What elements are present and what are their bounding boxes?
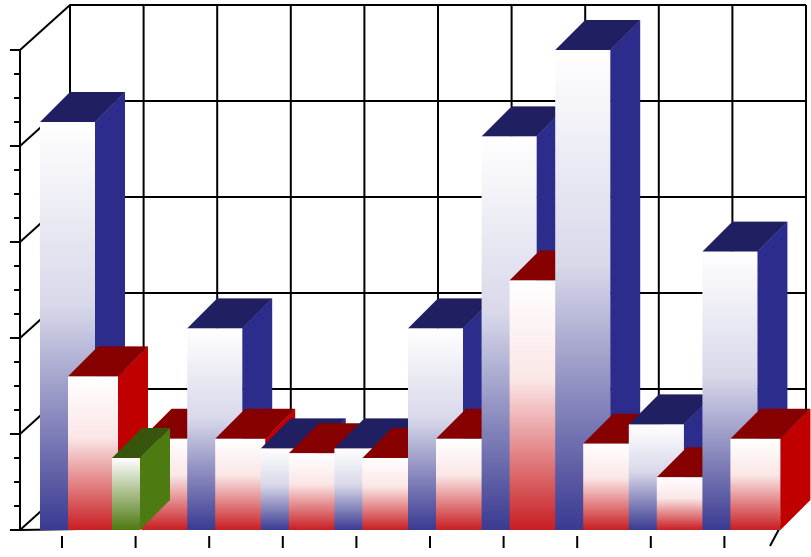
bar-front <box>362 458 413 530</box>
bar-side <box>610 20 641 530</box>
grid-line <box>19 100 806 147</box>
bar-front <box>215 438 266 530</box>
bar-top <box>408 298 493 329</box>
bar-top <box>334 418 420 449</box>
bar-top <box>628 394 714 425</box>
bar-top <box>40 92 125 122</box>
bar-front <box>68 376 118 530</box>
bar-side <box>780 408 811 530</box>
bar-front <box>436 438 486 530</box>
bar-top <box>730 408 811 439</box>
bar-front <box>730 438 781 530</box>
bar-top <box>288 423 369 454</box>
bar <box>112 428 170 530</box>
grid-line <box>19 4 806 51</box>
bar-top <box>215 408 296 439</box>
bar-top <box>481 106 567 137</box>
bar <box>730 408 811 530</box>
grid-line <box>19 196 806 243</box>
bar-top <box>187 298 273 329</box>
bar-top <box>68 346 148 377</box>
bar-top <box>112 428 170 458</box>
bar-front <box>509 280 560 530</box>
bar-top <box>555 20 641 50</box>
bar-front <box>656 477 707 530</box>
bar-front <box>112 458 140 530</box>
bars <box>40 20 811 531</box>
bar-front <box>583 443 634 530</box>
bar-front <box>288 453 339 530</box>
bar-side <box>140 428 170 530</box>
bar-top <box>702 221 788 252</box>
